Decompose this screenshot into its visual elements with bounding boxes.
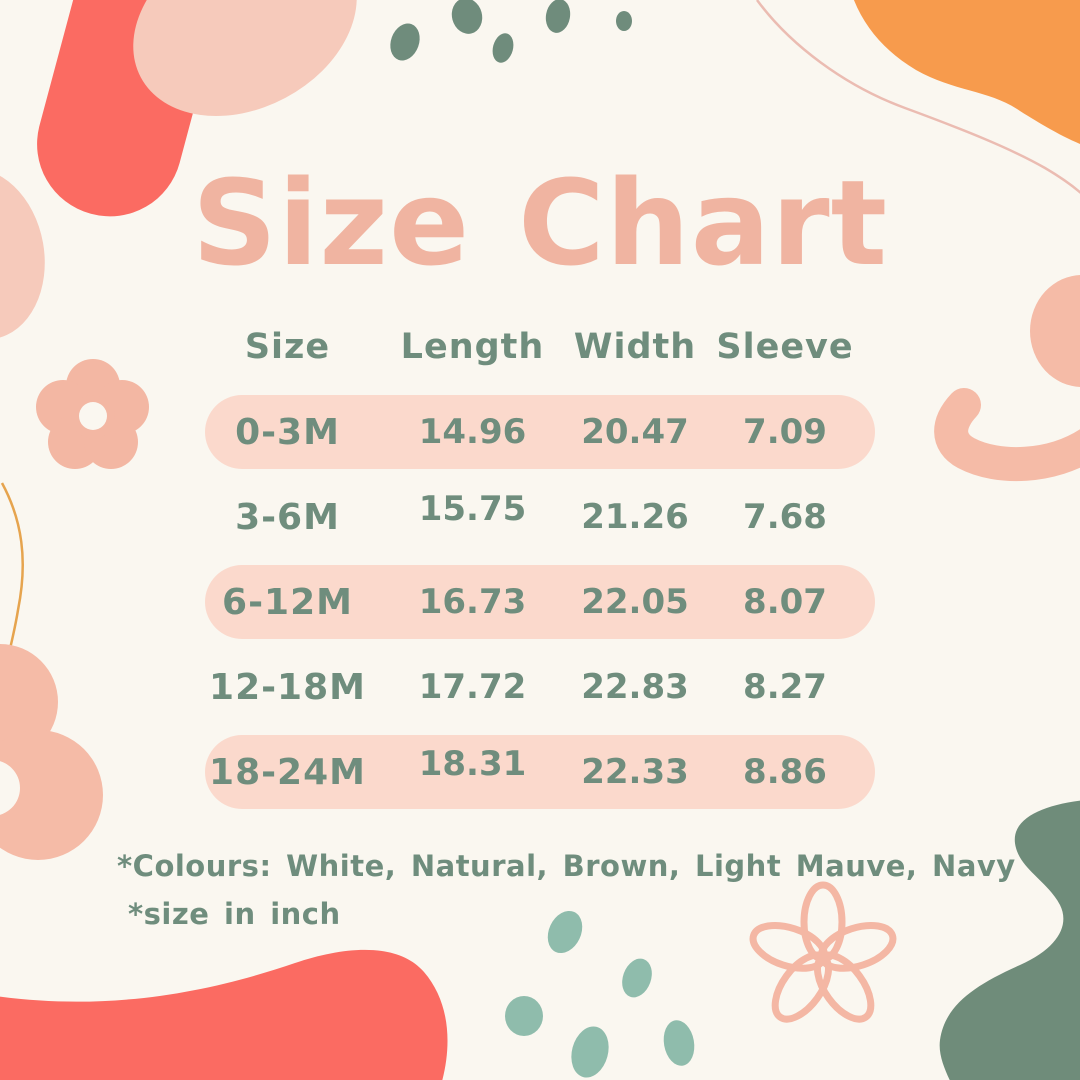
table-row-3-6m: 3-6M 15.75 21.26 7.68 bbox=[205, 480, 875, 554]
width-cell: 22.05 bbox=[581, 582, 689, 622]
column-header-width: Width bbox=[573, 327, 697, 367]
sage-dot bbox=[390, 23, 420, 61]
width-cell: 22.33 bbox=[581, 752, 689, 792]
footnotes: *Colours: White, Natural, Brown, Light M… bbox=[117, 842, 1016, 938]
width-cell: 20.47 bbox=[581, 412, 689, 452]
sleeve-cell: 7.68 bbox=[743, 497, 827, 537]
column-header-sleeve: Sleeve bbox=[716, 327, 854, 367]
teal-dot bbox=[547, 910, 583, 954]
table-row-6-12m: 6-12M 16.73 22.05 8.07 bbox=[205, 565, 875, 639]
flower-outline-icon bbox=[749, 881, 897, 1023]
sage-dots-top bbox=[390, 0, 632, 63]
page-title: Size Chart bbox=[0, 164, 1080, 282]
title-word-size: Size bbox=[192, 154, 471, 292]
teal-dot bbox=[505, 996, 543, 1036]
column-header-size: Size bbox=[244, 327, 331, 367]
size-chart-table: Size Length Width Sleeve 0-3M 14.96 20.4… bbox=[205, 310, 875, 820]
table-row-0-3m: 0-3M 14.96 20.47 7.09 bbox=[205, 395, 875, 469]
sage-dot bbox=[545, 0, 571, 33]
pink-swirl-tail bbox=[934, 388, 1080, 482]
pink-blob-top bbox=[133, 0, 357, 116]
coral-blob-bottom-left bbox=[0, 949, 448, 1080]
flower-solid-icon bbox=[36, 359, 149, 469]
sage-dot bbox=[616, 11, 632, 31]
length-cell: 15.75 bbox=[418, 489, 527, 529]
teal-dot bbox=[622, 958, 652, 998]
pink-swirl-blob bbox=[1030, 275, 1080, 387]
length-cell: 14.96 bbox=[418, 412, 527, 452]
sleeve-cell: 8.07 bbox=[743, 582, 827, 622]
sage-dot bbox=[492, 33, 514, 63]
sleeve-cell: 8.27 bbox=[743, 667, 827, 707]
column-header-length: Length bbox=[400, 327, 545, 367]
teal-dot bbox=[571, 1026, 609, 1078]
size-cell: 6-12M bbox=[222, 581, 353, 623]
table-row-18-24m: 18-24M 18.31 22.33 8.86 bbox=[205, 735, 875, 809]
table-row-12-18m: 12-18M 17.72 22.83 8.27 bbox=[205, 650, 875, 724]
length-cell: 16.73 bbox=[418, 582, 527, 622]
pink-curl-left bbox=[0, 644, 103, 860]
title-word-chart: Chart bbox=[518, 154, 888, 292]
sleeve-cell: 8.86 bbox=[743, 752, 827, 792]
table-header-row: Size Length Width Sleeve bbox=[205, 310, 875, 384]
size-cell: 3-6M bbox=[235, 496, 340, 538]
pink-blob-left bbox=[0, 168, 45, 340]
pink-swirl-right bbox=[934, 275, 1080, 482]
green-blob-bottom-right bbox=[939, 800, 1080, 1080]
teal-dots-bottom bbox=[505, 910, 695, 1078]
sage-dot bbox=[451, 0, 483, 34]
width-cell: 22.83 bbox=[581, 667, 689, 707]
length-cell: 18.31 bbox=[418, 744, 527, 784]
width-cell: 21.26 bbox=[581, 497, 689, 537]
teal-dot bbox=[663, 1020, 695, 1066]
size-cell: 12-18M bbox=[209, 666, 366, 708]
pink-curve-line bbox=[755, 0, 1080, 194]
size-unit-note: *size in inch bbox=[128, 897, 341, 931]
colors-note: *Colours: White, Natural, Brown, Light M… bbox=[117, 849, 1016, 883]
size-cell: 18-24M bbox=[209, 751, 366, 793]
length-cell: 17.72 bbox=[418, 667, 527, 707]
size-cell: 0-3M bbox=[235, 411, 340, 453]
orange-blob-top-right bbox=[854, 0, 1080, 144]
sleeve-cell: 7.09 bbox=[743, 412, 827, 452]
